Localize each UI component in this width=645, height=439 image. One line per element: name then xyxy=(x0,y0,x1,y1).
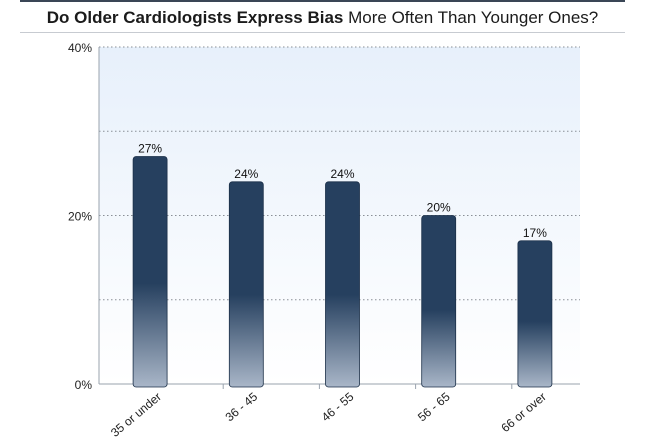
y-tick-label: 40% xyxy=(68,41,92,55)
bar xyxy=(421,215,457,388)
x-tick-label: 36 - 45 xyxy=(223,389,261,424)
y-tick-label: 20% xyxy=(68,210,92,224)
x-tick-label: 56 - 65 xyxy=(415,389,453,424)
bar xyxy=(228,181,264,388)
data-label: 20% xyxy=(427,201,451,215)
chart-title-bar: Do Older Cardiologists Express Bias More… xyxy=(20,0,625,33)
x-tick-label: 35 or under xyxy=(108,390,164,439)
data-label: 27% xyxy=(138,142,162,156)
y-tick-label: 0% xyxy=(75,378,93,392)
x-tick-label: 46 - 55 xyxy=(319,389,357,424)
chart-title: Do Older Cardiologists Express Bias More… xyxy=(20,8,625,28)
bar xyxy=(517,240,553,388)
x-tick-label: 66 or over xyxy=(498,390,548,435)
bar xyxy=(325,181,360,388)
chart-title-rest: More Often Than Younger Ones? xyxy=(348,8,599,27)
bar xyxy=(132,156,168,388)
data-label: 24% xyxy=(330,167,354,181)
chart-title-bold: Do Older Cardiologists Express Bias xyxy=(46,8,344,27)
data-label: 17% xyxy=(523,226,547,240)
data-label: 24% xyxy=(234,167,258,181)
